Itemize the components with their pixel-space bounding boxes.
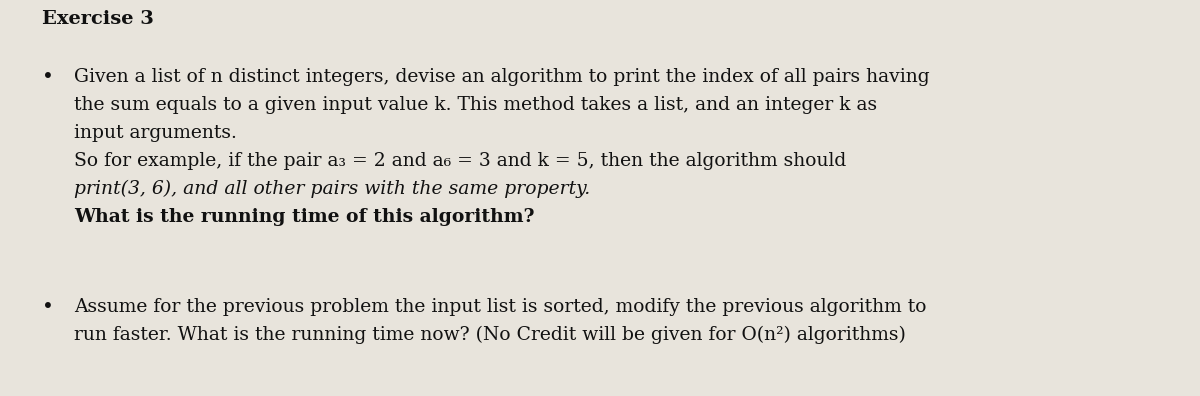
Text: run faster. What is the running time now? (No Credit will be given for O(n²) alg: run faster. What is the running time now…	[74, 326, 906, 344]
Text: print(3, 6), and all other pairs with the same property.: print(3, 6), and all other pairs with th…	[74, 180, 590, 198]
Text: input arguments.: input arguments.	[74, 124, 238, 142]
Text: Assume for the previous problem the input list is sorted, modify the previous al: Assume for the previous problem the inpu…	[74, 298, 926, 316]
Text: Given a list of n distinct integers, devise an algorithm to print the index of a: Given a list of n distinct integers, dev…	[74, 68, 930, 86]
Text: What is the running time of this algorithm?: What is the running time of this algorit…	[74, 208, 535, 226]
Text: •: •	[42, 68, 54, 87]
Text: So for example, if the pair a₃ = 2 and a₆ = 3 and k = 5, then the algorithm shou: So for example, if the pair a₃ = 2 and a…	[74, 152, 847, 170]
Text: the sum equals to a given input value k. This method takes a list, and an intege: the sum equals to a given input value k.…	[74, 96, 877, 114]
Text: Exercise 3: Exercise 3	[42, 10, 154, 28]
Text: •: •	[42, 298, 54, 317]
